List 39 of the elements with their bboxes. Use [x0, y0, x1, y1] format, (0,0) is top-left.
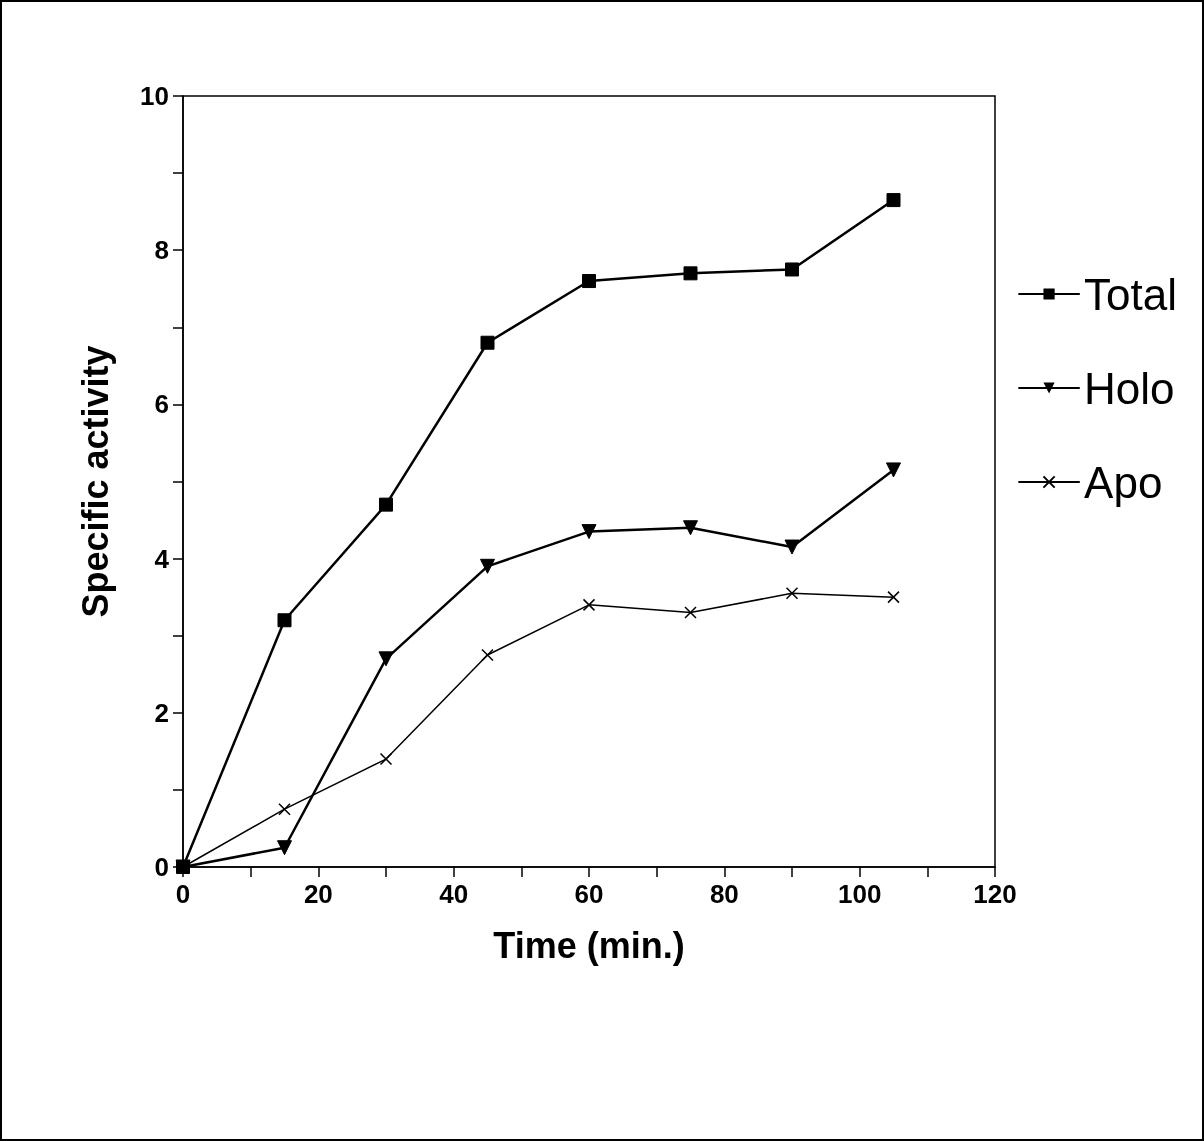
point: [582, 598, 596, 612]
point: [683, 266, 698, 281]
x-tick-label: 100: [837, 879, 882, 909]
point: [785, 587, 799, 600]
legend-label: Total: [1084, 269, 1178, 319]
x-axis-title: Time (min.): [493, 924, 685, 966]
point: [278, 802, 291, 816]
y-tick-label: 8: [154, 235, 169, 266]
legend-label: Apo: [1084, 457, 1163, 507]
y-tick-label: 0: [154, 852, 169, 882]
point: [785, 262, 799, 277]
x-tick-label: 40: [439, 879, 469, 909]
x-tick-label: 20: [303, 879, 333, 909]
point: [480, 558, 495, 574]
point: [581, 524, 597, 540]
point: [582, 274, 596, 289]
y-tick-label: 2: [154, 697, 169, 728]
point: [683, 520, 698, 536]
point: [277, 840, 292, 856]
x-tick-label: 60: [574, 879, 604, 909]
legend-label: Holo: [1084, 363, 1175, 413]
point: [379, 497, 393, 512]
point: [378, 651, 394, 667]
point: [480, 335, 495, 350]
point: [887, 590, 900, 604]
x-tick-label: 120: [973, 879, 1017, 909]
x-tick-label: 80: [709, 879, 739, 909]
y-tick-label: 4: [154, 543, 170, 574]
point: [481, 648, 494, 662]
point: [379, 752, 393, 766]
y-axis-title: Specific activity: [74, 345, 116, 618]
point: [886, 462, 901, 478]
point: [277, 613, 292, 628]
point: [784, 539, 800, 555]
point: [684, 606, 697, 619]
y-tick-label: 6: [154, 389, 169, 420]
y-tick-label: 10: [140, 81, 169, 111]
point: [886, 193, 901, 208]
x-tick-label: 0: [175, 879, 191, 909]
